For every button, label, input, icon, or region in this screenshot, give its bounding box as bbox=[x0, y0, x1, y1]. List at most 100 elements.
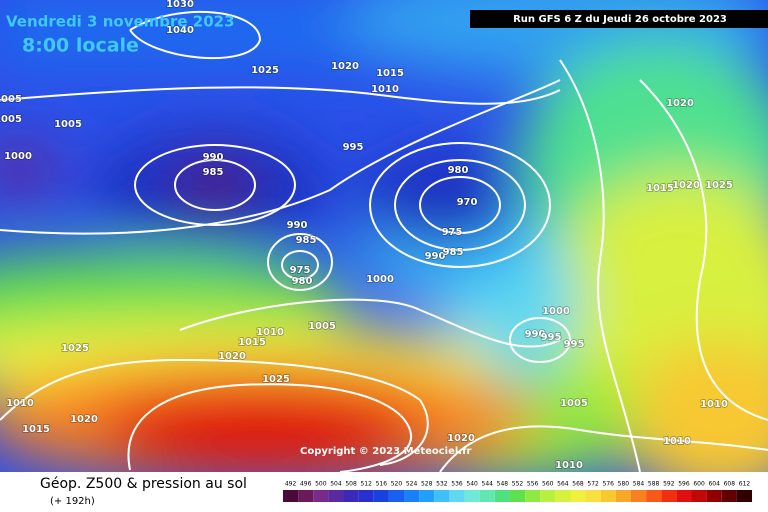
scale-swatch bbox=[570, 490, 586, 502]
scale-label: 544 bbox=[482, 481, 494, 488]
scale-swatch bbox=[585, 490, 601, 502]
isobar-label: 985 bbox=[296, 235, 317, 246]
scale-label: 556 bbox=[527, 481, 539, 488]
isobar-label: 1010 bbox=[6, 398, 34, 409]
isobar-label: 990 bbox=[203, 152, 224, 163]
isobar-label: 990 bbox=[425, 251, 446, 262]
isobar-label: 1025 bbox=[262, 374, 290, 385]
scale-swatch bbox=[343, 490, 359, 502]
isobars bbox=[0, 10, 768, 473]
scale-label: 504 bbox=[330, 481, 342, 488]
scale-swatch bbox=[615, 490, 631, 502]
scale-label: 528 bbox=[421, 481, 433, 488]
scale-swatch bbox=[328, 490, 344, 502]
run-banner bbox=[470, 10, 768, 28]
isobar-label: 1030 bbox=[166, 0, 194, 10]
isobar-label: 1025 bbox=[61, 343, 89, 354]
scale-label: 604 bbox=[708, 481, 720, 488]
run-info: Run GFS 6 Z du Jeudi 26 octobre 2023 bbox=[513, 14, 727, 25]
isobar-label: 990 bbox=[287, 220, 308, 231]
scale-swatch bbox=[736, 490, 752, 502]
isobar-label: 1000 bbox=[542, 306, 570, 317]
isobar-label: 975 bbox=[442, 227, 463, 238]
isobar-label: 1010 bbox=[555, 460, 583, 471]
scale-label: 524 bbox=[406, 481, 418, 488]
scale-label: 612 bbox=[739, 481, 751, 488]
isobar-labels: 1030104010251020101510101005100510051000… bbox=[0, 0, 734, 472]
scale-swatch bbox=[540, 490, 556, 502]
scale-label: 580 bbox=[618, 481, 630, 488]
isobar-label: 1025 bbox=[705, 180, 733, 191]
isobar-label: 1005 bbox=[0, 114, 22, 125]
scale-label: 552 bbox=[512, 481, 524, 488]
scale-swatch bbox=[600, 490, 616, 502]
isobar-label: 980 bbox=[448, 165, 469, 176]
scale-swatch bbox=[479, 490, 495, 502]
isobar-label: 1020 bbox=[70, 414, 98, 425]
scale-label: 536 bbox=[451, 481, 463, 488]
scale-swatch bbox=[419, 490, 435, 502]
scale-swatch bbox=[630, 490, 647, 502]
isobar-label: 995 bbox=[343, 142, 364, 153]
scale-label: 592 bbox=[663, 481, 675, 488]
scale-label: 568 bbox=[572, 481, 584, 488]
scale-label: 548 bbox=[497, 481, 509, 488]
isobar-label: 1040 bbox=[166, 25, 194, 36]
scale-label: 496 bbox=[300, 481, 312, 488]
scale-swatch bbox=[464, 490, 480, 502]
isobar-label: 1020 bbox=[218, 351, 246, 362]
isobar-label: 1010 bbox=[663, 436, 691, 447]
scale-swatch bbox=[373, 490, 389, 502]
isobar-label: 1020 bbox=[666, 98, 694, 109]
scale-swatch bbox=[388, 490, 405, 502]
scale-label: 596 bbox=[678, 481, 690, 488]
isobar-label: 1025 bbox=[251, 65, 279, 76]
scale-swatch bbox=[509, 490, 526, 502]
scale-swatch bbox=[525, 490, 541, 502]
isobar-label: 985 bbox=[443, 247, 464, 258]
scale-label: 532 bbox=[436, 481, 448, 488]
scale-label: 588 bbox=[648, 481, 660, 488]
isobar-label: 975 bbox=[290, 265, 311, 276]
scale-swatch bbox=[449, 490, 465, 502]
scale-label: 516 bbox=[376, 481, 388, 488]
isobar-label: 1005 bbox=[560, 398, 588, 409]
isobar-label: 1010 bbox=[371, 84, 399, 95]
isobar-label: 1020 bbox=[672, 180, 700, 191]
scale-swatch bbox=[494, 490, 510, 502]
forecast-lead: (+ 192h) bbox=[50, 496, 95, 507]
isobar-label: 1010 bbox=[256, 327, 284, 338]
scale-swatch bbox=[706, 490, 722, 502]
scale-label: 520 bbox=[391, 481, 403, 488]
scale-swatch bbox=[676, 490, 692, 502]
valid-date: Vendredi 3 novembre 2023 bbox=[6, 13, 235, 31]
isobar-label: 1010 bbox=[700, 399, 728, 410]
scale-swatch bbox=[358, 490, 374, 502]
scale-label: 564 bbox=[557, 481, 569, 488]
isobar-label: 1000 bbox=[366, 274, 394, 285]
scale-label: 608 bbox=[724, 481, 736, 488]
isobar-label: 1005 bbox=[308, 321, 336, 332]
scale-label: 540 bbox=[466, 481, 478, 488]
scale-swatch bbox=[555, 490, 571, 502]
scale-swatch bbox=[646, 490, 662, 502]
isobar-label: 1015 bbox=[646, 183, 674, 194]
scale-swatch bbox=[404, 490, 420, 502]
isobar-label: 1015 bbox=[238, 337, 266, 348]
scale-swatch bbox=[661, 490, 677, 502]
scale-swatch bbox=[434, 490, 450, 502]
scale-label: 600 bbox=[693, 481, 705, 488]
scale-label: 576 bbox=[603, 481, 615, 488]
scale-label: 500 bbox=[315, 481, 327, 488]
isobar-label: 1015 bbox=[376, 68, 404, 79]
color-scale: 492 496 500 504 508 512 516 520 524 528 532 536 540 5… bbox=[283, 481, 752, 502]
isobar-label: 980 bbox=[292, 276, 313, 287]
isobar-label: 1020 bbox=[331, 61, 359, 72]
isobar-label: 985 bbox=[203, 167, 224, 178]
scale-label: 572 bbox=[587, 481, 599, 488]
isobar-label: 1005 bbox=[54, 119, 82, 130]
scale-label: 560 bbox=[542, 481, 554, 488]
scale-label: 512 bbox=[360, 481, 372, 488]
